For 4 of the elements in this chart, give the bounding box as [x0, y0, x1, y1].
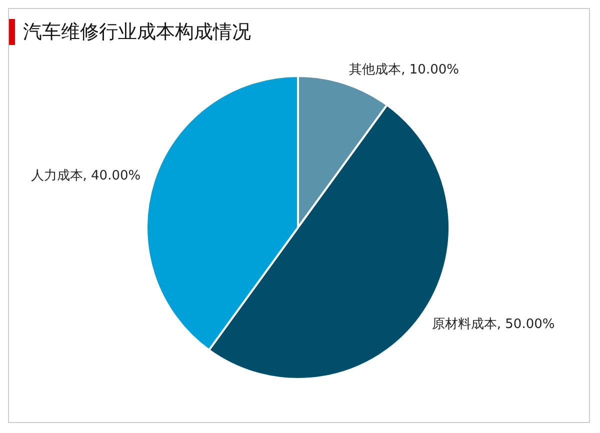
chart-title: 汽车维修行业成本构成情况: [23, 20, 251, 45]
slice-label: 人力成本, 40.00%: [30, 168, 141, 184]
slice-label: 原材料成本, 50.00%: [432, 317, 555, 332]
slice-label: 其他成本, 10.00%: [349, 62, 459, 78]
